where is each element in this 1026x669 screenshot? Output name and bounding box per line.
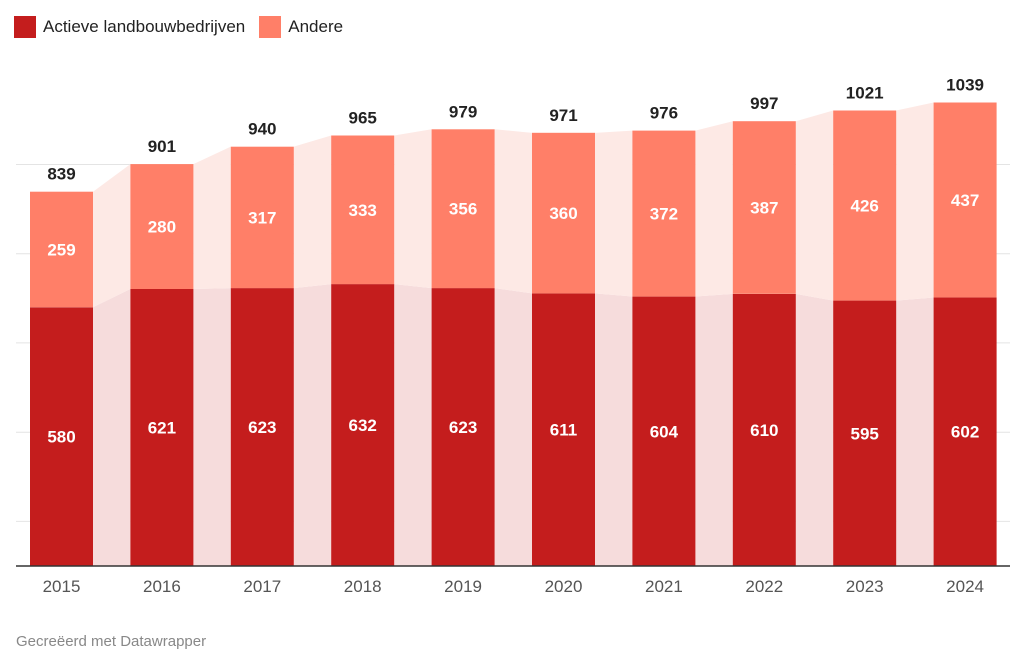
connector-band-top xyxy=(494,129,532,294)
connector-band-bottom xyxy=(494,288,532,566)
label-andere-2021: 372 xyxy=(650,205,678,224)
label-andere-2017: 317 xyxy=(248,208,276,227)
x-tick-2015: 2015 xyxy=(43,577,81,596)
label-total-2023: 1021 xyxy=(846,84,884,103)
label-total-2021: 976 xyxy=(650,104,678,123)
x-tick-2022: 2022 xyxy=(745,577,783,596)
label-total-2016: 901 xyxy=(148,137,176,156)
label-actieve-2020: 611 xyxy=(550,421,577,440)
bar-andere-2024 xyxy=(933,102,997,298)
connector-band-bottom xyxy=(695,293,733,566)
bar-andere-2022 xyxy=(732,121,796,294)
legend-item-andere[interactable]: Andere xyxy=(259,16,343,38)
legend: Actieve landbouwbedrijven Andere xyxy=(14,16,357,38)
bar-andere-2017 xyxy=(230,146,294,289)
legend-label-andere: Andere xyxy=(288,17,344,36)
bar-andere-2018 xyxy=(331,135,395,285)
x-tick-2020: 2020 xyxy=(545,577,583,596)
label-actieve-2017: 623 xyxy=(248,418,276,437)
connector-band-bottom xyxy=(795,293,834,566)
bar-actieve-2020 xyxy=(532,293,595,566)
label-total-2020: 971 xyxy=(549,106,577,125)
connector-band-top xyxy=(394,129,432,289)
bar-actieve-2017 xyxy=(230,288,294,566)
connector-band-top xyxy=(695,121,733,297)
x-tick-2024: 2024 xyxy=(946,577,984,596)
label-actieve-2024: 602 xyxy=(951,423,979,442)
label-total-2017: 940 xyxy=(248,120,276,139)
bar-andere-2020 xyxy=(532,132,595,294)
label-andere-2018: 333 xyxy=(349,201,377,220)
connector-band-top xyxy=(93,164,131,308)
x-tick-2021: 2021 xyxy=(645,577,683,596)
footer-credit: Gecreëerd met Datawrapper xyxy=(16,633,207,650)
x-tick-2018: 2018 xyxy=(344,577,382,596)
bar-actieve-2019 xyxy=(431,288,495,566)
label-actieve-2021: 604 xyxy=(650,422,679,441)
connector-band-top xyxy=(595,130,633,297)
label-actieve-2019: 623 xyxy=(449,418,477,437)
label-actieve-2023: 595 xyxy=(851,424,879,443)
bar-actieve-2024 xyxy=(933,297,997,566)
bar-actieve-2015 xyxy=(30,307,93,566)
legend-swatch-andere xyxy=(259,16,282,38)
connector-band-bottom xyxy=(93,288,131,566)
connector-band-bottom xyxy=(394,284,432,566)
label-total-2024: 1039 xyxy=(946,76,984,95)
label-actieve-2022: 610 xyxy=(750,421,778,440)
legend-swatch-actieve xyxy=(14,16,36,38)
x-tick-2016: 2016 xyxy=(143,577,181,596)
label-andere-2024: 437 xyxy=(951,191,979,210)
bar-andere-2023 xyxy=(833,110,897,301)
legend-label-actieve: Actieve landbouwbedrijven xyxy=(43,17,246,36)
label-andere-2023: 426 xyxy=(851,197,879,216)
connector-band-bottom xyxy=(193,288,231,566)
label-actieve-2018: 632 xyxy=(349,416,377,435)
bar-actieve-2023 xyxy=(833,300,897,566)
label-total-2022: 997 xyxy=(750,94,778,113)
bar-actieve-2016 xyxy=(130,289,194,566)
bar-actieve-2021 xyxy=(632,296,696,566)
x-tick-2019: 2019 xyxy=(444,577,482,596)
label-actieve-2016: 621 xyxy=(148,419,176,438)
bar-andere-2021 xyxy=(632,130,696,297)
label-andere-2020: 360 xyxy=(549,204,577,223)
connector-band-top xyxy=(896,102,934,301)
legend-item-actieve[interactable]: Actieve landbouwbedrijven xyxy=(14,16,245,38)
bar-actieve-2018 xyxy=(331,284,395,566)
connector-band-top xyxy=(293,135,332,289)
connector-band-bottom xyxy=(595,293,633,566)
label-andere-2015: 259 xyxy=(47,241,75,260)
x-tick-2023: 2023 xyxy=(846,577,884,596)
connector-band-top xyxy=(193,146,231,289)
label-andere-2019: 356 xyxy=(449,200,477,219)
connector-band-bottom xyxy=(293,284,332,566)
label-actieve-2015: 580 xyxy=(47,428,75,447)
bar-andere-2016 xyxy=(130,164,194,289)
bar-andere-2019 xyxy=(431,129,495,289)
label-total-2015: 839 xyxy=(47,165,75,184)
x-tick-2017: 2017 xyxy=(243,577,281,596)
connector-band-top xyxy=(795,110,834,301)
bar-andere-2015 xyxy=(30,191,93,308)
label-andere-2016: 280 xyxy=(148,218,176,237)
label-total-2018: 965 xyxy=(349,109,377,128)
label-total-2019: 979 xyxy=(449,102,477,121)
label-andere-2022: 387 xyxy=(750,199,778,218)
connector-band-bottom xyxy=(896,297,934,566)
bar-actieve-2022 xyxy=(732,293,796,566)
